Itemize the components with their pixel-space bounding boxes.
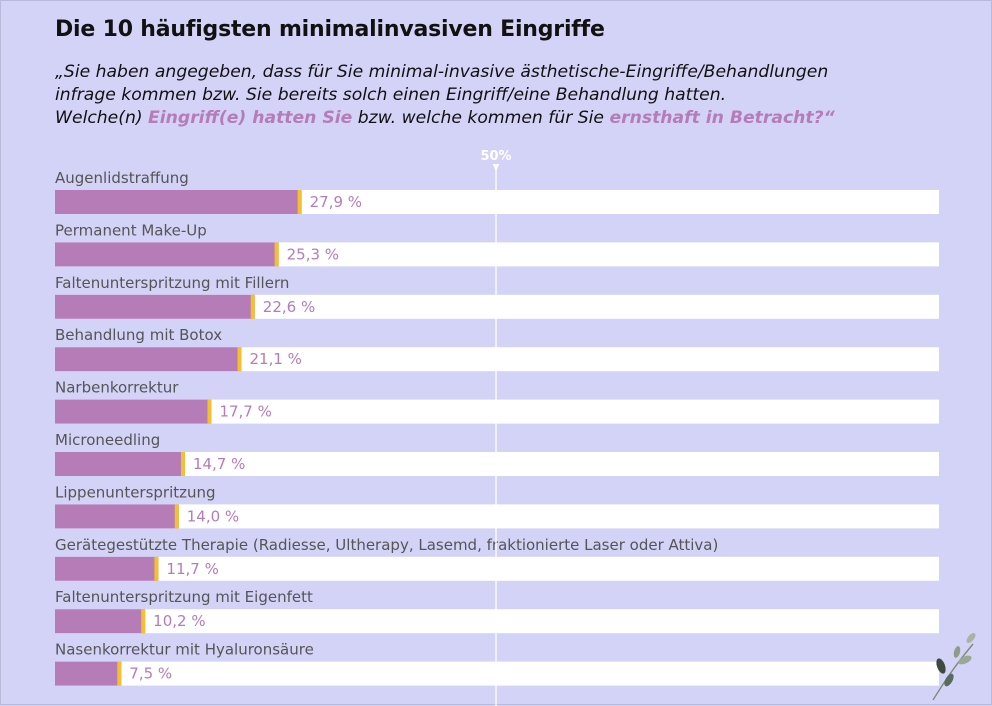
bar-tip — [250, 294, 255, 319]
bar-track — [55, 556, 939, 581]
category-label: Narbenkorrektur — [55, 379, 179, 397]
subtitle-line-3b: bzw. welche kommen für Sie — [352, 108, 610, 128]
bar-tip — [141, 609, 146, 634]
value-label: 25,3 % — [287, 245, 339, 263]
bar — [55, 504, 179, 529]
value-label: 21,1 % — [250, 350, 302, 368]
subtitle-line-1: „Sie haben angegeben, dass für Sie minim… — [55, 62, 829, 82]
chart-subtitle: „Sie haben angegeben, dass für Sie minim… — [55, 61, 955, 130]
bar — [55, 452, 185, 476]
value-label: 22,6 % — [263, 298, 315, 316]
value-label: 27,9 % — [310, 193, 362, 211]
category-label: Gerätegestützte Therapie (Radiesse, Ulth… — [55, 536, 718, 554]
bar — [55, 190, 302, 214]
category-label: Augenlidstraffung — [55, 169, 189, 187]
leaf-branch-icon — [932, 633, 976, 701]
bar-track — [55, 609, 939, 634]
value-label: 10,2 % — [153, 612, 205, 630]
bar-track — [55, 452, 939, 476]
bar-tip — [297, 190, 302, 214]
value-label: 14,0 % — [187, 507, 239, 525]
bar — [55, 294, 255, 319]
bar-tip — [154, 556, 159, 581]
subtitle-line-3a: Welche(n) — [55, 108, 149, 128]
subtitle-highlight-1: Eingriff(e) hatten Sie — [148, 108, 353, 128]
category-label: Faltenunterspritzung mit Eigenfett — [55, 588, 313, 606]
value-label: 7,5 % — [129, 665, 172, 683]
bar-track — [55, 661, 939, 686]
bar — [55, 399, 212, 424]
bar — [55, 609, 146, 634]
chart-title: Die 10 häufigsten minimalinvasiven Eingr… — [55, 17, 605, 42]
bar-tip — [207, 399, 212, 424]
bar-tip — [117, 661, 122, 686]
category-label: Behandlung mit Botox — [55, 326, 222, 344]
subtitle-line-2: infrage kommen bzw. Sie bereits solch ei… — [55, 85, 727, 105]
bar-tip — [180, 452, 185, 476]
bar — [55, 556, 159, 581]
subtitle-highlight-2: ernsthaft in Betracht?“ — [609, 108, 835, 128]
category-label: Faltenunterspritzung mit Fillern — [55, 274, 289, 292]
value-label: 11,7 % — [166, 560, 218, 578]
bar — [55, 347, 242, 372]
bar-track — [55, 504, 939, 529]
bar-tip — [237, 347, 242, 372]
category-label: Lippenunterspritzung — [55, 483, 216, 501]
bar-tip — [174, 504, 179, 529]
category-label: Permanent Make-Up — [55, 221, 207, 239]
reference-line-label: 50% — [480, 149, 511, 164]
category-label: Microneedling — [55, 431, 160, 449]
bar — [55, 242, 279, 267]
category-label: Nasenkorrektur mit Hyaluronsäure — [55, 641, 314, 659]
reference-marker-icon — [492, 164, 500, 171]
value-label: 14,7 % — [193, 455, 245, 473]
bar-tip — [274, 242, 279, 267]
bar — [55, 661, 122, 686]
value-label: 17,7 % — [219, 403, 271, 421]
